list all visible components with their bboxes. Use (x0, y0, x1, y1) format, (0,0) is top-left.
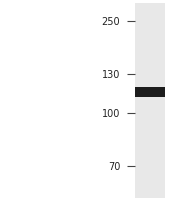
Bar (135, 87, 165, 97)
Text: 130: 130 (102, 70, 120, 79)
Text: 70: 70 (108, 161, 120, 171)
Bar (135, 4, 165, 198)
Text: 250: 250 (102, 17, 120, 26)
Text: 100: 100 (102, 108, 120, 118)
